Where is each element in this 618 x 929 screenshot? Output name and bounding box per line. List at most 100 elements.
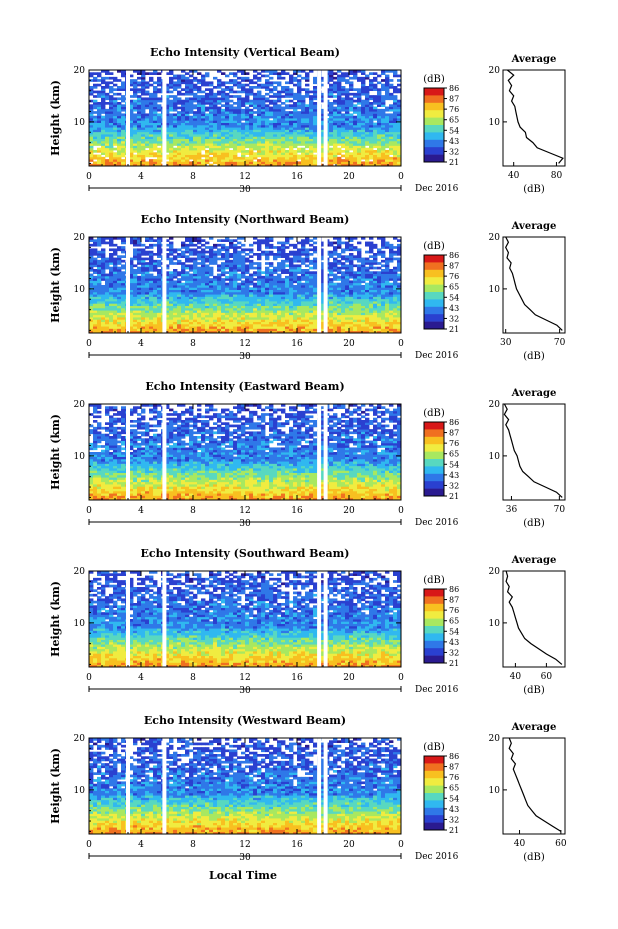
heatmap-cell: [301, 321, 306, 325]
heatmap-cell: [269, 145, 274, 149]
heatmap-cell: [281, 294, 286, 297]
heatmap-cell: [305, 145, 310, 149]
heatmap-cell: [133, 291, 138, 295]
heatmap-cell: [385, 301, 390, 304]
heatmap-cell: [101, 115, 106, 119]
heatmap-cell: [373, 312, 378, 316]
heatmap-cell: [349, 330, 354, 334]
heatmap-cell: [97, 104, 102, 107]
heatmap-cell: [225, 115, 230, 119]
heatmap-cell: [381, 321, 386, 325]
heatmap-cell: [113, 124, 118, 128]
heatmap-cell: [297, 310, 302, 313]
heatmap-cell: [89, 129, 94, 133]
heatmap-cell: [137, 97, 142, 101]
heatmap-cell: [185, 273, 190, 277]
heatmap-cell: [353, 278, 358, 281]
heatmap-cell: [217, 328, 222, 332]
heatmap-cell: [145, 314, 150, 318]
heatmap-cell: [369, 317, 374, 320]
heatmap-cell: [249, 307, 254, 311]
heatmap-cell: [397, 291, 402, 295]
heatmap-cell: [129, 282, 134, 286]
heatmap-cell: [253, 273, 258, 277]
heatmap-cell: [393, 113, 398, 117]
heatmap-cell: [253, 307, 258, 311]
heatmap-cell: [293, 79, 298, 82]
heatmap-cell: [145, 129, 150, 133]
heatmap-cell: [309, 140, 314, 144]
heatmap-cell: [281, 106, 286, 110]
heatmap-cell: [265, 152, 270, 155]
heatmap-cell: [365, 150, 370, 153]
heatmap-cell: [337, 97, 342, 101]
heatmap-cell: [237, 317, 242, 320]
heatmap-cell: [213, 95, 218, 98]
heatmap-cell: [181, 312, 186, 316]
heatmap-cell: [337, 282, 342, 286]
heatmap-cell: [105, 154, 110, 158]
heatmap-cell: [385, 305, 390, 309]
heatmap-cell: [97, 156, 102, 160]
heatmap-cell: [309, 122, 314, 126]
heatmap-cell: [145, 72, 150, 75]
heatmap-cell: [149, 122, 154, 126]
heatmap-cell: [245, 99, 250, 103]
heatmap-cell: [281, 88, 286, 91]
heatmap-cell: [117, 323, 122, 327]
heatmap-cell: [93, 140, 98, 144]
heatmap-cell: [185, 79, 190, 82]
heatmap-cell: [89, 106, 94, 110]
heatmap-cell: [265, 156, 270, 160]
heatmap-cell: [365, 328, 370, 332]
heatmap-cell: [377, 301, 382, 304]
heatmap-cell: [337, 310, 342, 313]
heatmap-cell: [297, 321, 302, 325]
heatmap-cell: [313, 161, 318, 165]
heatmap-cell: [181, 81, 186, 85]
heatmap-cell: [141, 285, 146, 288]
x-tick-label: 0: [398, 172, 404, 182]
heatmap-cell: [385, 86, 390, 89]
heatmap-cell: [189, 156, 194, 160]
heatmap-cell: [213, 138, 218, 142]
heatmap-cell: [89, 86, 94, 89]
heatmap-cell: [189, 97, 194, 101]
heatmap-cell: [225, 104, 230, 107]
heatmap-cell: [221, 310, 226, 313]
heatmap-cell: [221, 156, 226, 160]
heatmap-cell: [205, 150, 210, 153]
heatmap-cell: [369, 301, 374, 304]
heatmap-cell: [153, 129, 158, 133]
heatmap-cell: [209, 301, 214, 304]
heatmap-cell: [137, 124, 142, 128]
heatmap-cell: [173, 152, 178, 155]
heatmap-cell: [377, 92, 382, 96]
heatmap-cell: [185, 120, 190, 123]
heatmap-cell: [249, 115, 254, 119]
heatmap-cell: [181, 326, 186, 329]
heatmap-cell: [197, 143, 202, 146]
heatmap-cell: [333, 72, 338, 75]
heatmap-cell: [217, 156, 222, 160]
heatmap-cell: [109, 156, 114, 160]
heatmap-cell: [321, 156, 326, 160]
heatmap-cell: [257, 129, 262, 133]
heatmap-cell: [389, 296, 394, 300]
heatmap-cell: [213, 150, 218, 153]
heatmap-cell: [169, 99, 174, 103]
heatmap-cell: [361, 296, 366, 300]
heatmap-cell: [281, 111, 286, 114]
heatmap-cell: [269, 287, 274, 290]
heatmap-cell: [281, 86, 286, 89]
heatmap-cell: [113, 323, 118, 327]
heatmap-cell: [253, 145, 258, 149]
heatmap-cell: [169, 321, 174, 325]
heatmap-cell: [273, 314, 278, 318]
heatmap-cell: [397, 83, 402, 87]
heatmap-cell: [397, 122, 402, 126]
heatmap-cell: [189, 152, 194, 155]
heatmap-cell: [333, 131, 338, 135]
heatmap-cell: [257, 326, 262, 329]
heatmap-cell: [165, 287, 170, 290]
